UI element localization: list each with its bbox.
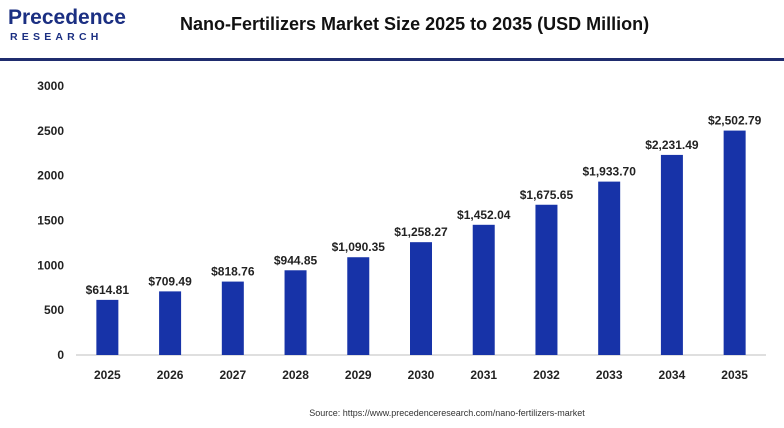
data-label: $1,090.35 xyxy=(332,240,386,254)
y-tick-label: 0 xyxy=(57,348,64,362)
x-tick-label: 2031 xyxy=(470,368,497,382)
data-label: $709.49 xyxy=(148,274,192,288)
bar xyxy=(660,154,683,355)
bar xyxy=(96,299,119,355)
bar xyxy=(284,270,307,355)
data-label: $614.81 xyxy=(86,283,130,297)
data-label: $1,933.70 xyxy=(582,165,636,179)
bar xyxy=(723,130,746,355)
bar xyxy=(472,224,495,355)
bar xyxy=(221,281,244,355)
data-label: $1,675.65 xyxy=(520,188,574,202)
precedence-research-logo[interactable]: Precedence RESEARCH xyxy=(8,6,138,46)
x-tick-label: 2032 xyxy=(533,368,560,382)
bar xyxy=(598,181,621,355)
y-tick-label: 1000 xyxy=(37,258,64,272)
header-divider xyxy=(0,58,784,61)
y-tick-label: 2000 xyxy=(37,169,64,183)
x-tick-label: 2033 xyxy=(596,368,623,382)
chart-title: Nano-Fertilizers Market Size 2025 to 203… xyxy=(180,14,650,34)
bar xyxy=(535,204,558,355)
x-tick-label: 2025 xyxy=(94,368,121,382)
data-label: $2,502.79 xyxy=(708,114,762,128)
header: Precedence RESEARCH Nano-Fertilizers Mar… xyxy=(0,0,784,58)
data-label: $1,258.27 xyxy=(394,225,448,239)
bar-chart: 0 500 1000 1500 2000 2500 3000 $614.81 2025 $709.… xyxy=(37,79,766,382)
x-tick-label: 2027 xyxy=(219,368,246,382)
logo-wordmark: Precedence xyxy=(8,6,126,29)
x-tick-label: 2030 xyxy=(408,368,435,382)
y-tick-label: 500 xyxy=(44,303,64,317)
data-label: $1,452.04 xyxy=(457,208,511,222)
x-tick-label: 2028 xyxy=(282,368,309,382)
x-tick-label: 2035 xyxy=(721,368,748,382)
bar xyxy=(159,291,182,355)
y-tick-label: 2500 xyxy=(37,124,64,138)
source-citation: Source: https://www.precedenceresearch.c… xyxy=(309,408,585,418)
data-label: $944.85 xyxy=(274,253,318,267)
bar xyxy=(410,242,432,355)
y-tick-label: 3000 xyxy=(37,79,64,93)
data-label: $2,231.49 xyxy=(645,138,699,152)
y-tick-label: 1500 xyxy=(37,214,64,228)
data-label: $818.76 xyxy=(211,265,255,279)
bar xyxy=(347,257,370,355)
x-tick-label: 2026 xyxy=(157,368,184,382)
x-tick-label: 2034 xyxy=(659,368,686,382)
x-tick-label: 2029 xyxy=(345,368,372,382)
logo-subtext: RESEARCH xyxy=(10,31,103,43)
